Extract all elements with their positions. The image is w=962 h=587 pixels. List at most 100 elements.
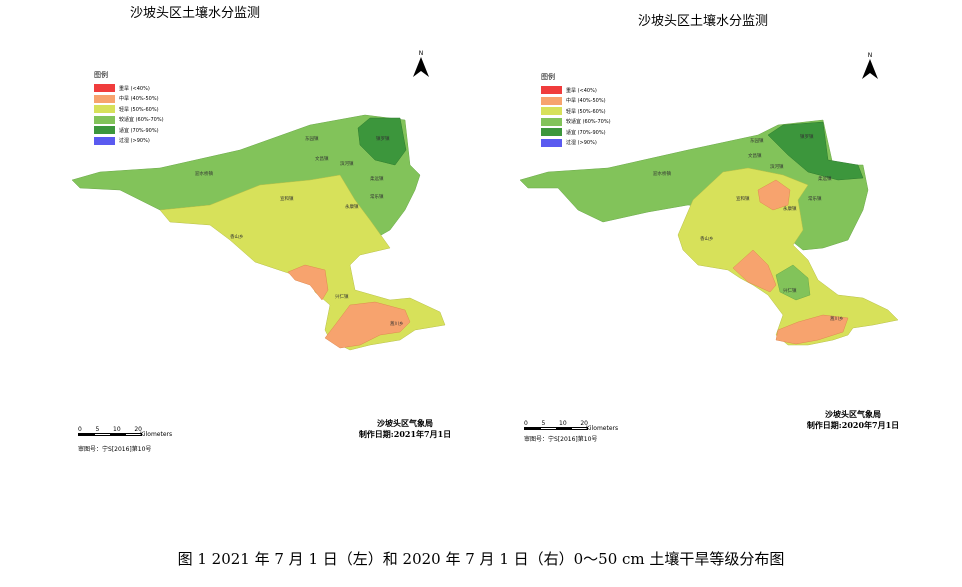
scale-tick: 10 bbox=[113, 426, 121, 433]
legend-item: 适宜 (70%-90%) bbox=[541, 127, 611, 138]
legend-swatch bbox=[541, 96, 562, 105]
scale-tick: 20 bbox=[134, 426, 142, 433]
town-label-north: 镇罗镇 bbox=[800, 133, 814, 140]
legend-item: 较适宜 (60%-70%) bbox=[541, 117, 611, 128]
town-label-wenchang: 文昌镇 bbox=[748, 152, 762, 159]
map-legend: 图例 重旱 (<40%) 中旱 (40%-50%) 轻旱 (50%-60%) 较… bbox=[541, 72, 611, 148]
legend-swatch bbox=[94, 94, 115, 103]
town-label-xiangshan: 香山乡 bbox=[230, 233, 244, 240]
approval-number: 审图号：宁S[2016]第10号 bbox=[524, 436, 598, 443]
scale-tick: 10 bbox=[559, 420, 567, 427]
scale-tick: 5 bbox=[95, 426, 100, 433]
legend-swatch bbox=[541, 86, 562, 95]
map-legend: 图例 重旱 (<40%) 中旱 (40%-50%) 轻旱 (50%-60%) 较… bbox=[94, 70, 164, 146]
production-date: 制作日期:2020年7月1日 bbox=[806, 420, 900, 430]
legend-label: 较适宜 (60%-70%) bbox=[119, 117, 164, 124]
region-moderate-drought-b bbox=[732, 249, 777, 293]
scale-ticks: 0 5 10 20 bbox=[78, 426, 142, 433]
town-label-xuanhe: 宣和镇 bbox=[736, 195, 750, 202]
scale-tick: 20 bbox=[580, 420, 588, 427]
figure-caption: 图 1 2021 年 7 月 1 日（左）和 2020 年 7 月 1 日（右）… bbox=[177, 550, 785, 568]
town-label-xiangshan: 香山乡 bbox=[700, 235, 714, 242]
map-panel-2021: 沙坡头区土壤水分监测 迎水桥镇 东园镇 镇罗镇 文昌镇 滨河镇 柔远镇 宣和镇 … bbox=[10, 0, 480, 470]
north-arrow: N bbox=[413, 50, 429, 81]
legend-swatch bbox=[94, 115, 115, 124]
legend-label: 轻旱 (50%-60%) bbox=[119, 106, 159, 113]
legend-swatch bbox=[541, 117, 562, 126]
legend-label: 适宜 (70%-90%) bbox=[119, 127, 159, 134]
approval-number: 审图号：宁S[2016]第10号 bbox=[78, 446, 152, 453]
producer-block: 沙坡头区气象局 制作日期:2021年7月1日 bbox=[340, 418, 470, 440]
north-arrow-icon bbox=[862, 59, 878, 79]
map-title: 沙坡头区土壤水分监测 bbox=[637, 14, 768, 29]
region-suitable bbox=[767, 121, 864, 181]
scale-tick: 0 bbox=[524, 420, 528, 427]
legend-label: 中旱 (40%-50%) bbox=[566, 98, 606, 105]
legend-title: 图例 bbox=[541, 73, 555, 81]
town-label-rouyuan: 柔远镇 bbox=[370, 175, 384, 182]
north-arrow: N bbox=[862, 52, 878, 83]
scale-line bbox=[78, 433, 142, 436]
town-label-dongyuan: 东园镇 bbox=[750, 137, 764, 144]
legend-swatch bbox=[94, 105, 115, 114]
scale-unit: Kilometers bbox=[586, 425, 619, 432]
region-light-drought bbox=[677, 167, 899, 346]
region-suitable bbox=[357, 117, 407, 166]
legend-label: 重旱 (<40%) bbox=[566, 87, 597, 94]
region-relatively-suitable-south bbox=[775, 264, 811, 301]
legend-swatch bbox=[94, 84, 115, 93]
town-label-diqiao: 迎水桥镇 bbox=[195, 170, 213, 177]
legend-item: 中旱 (40%-50%) bbox=[541, 96, 611, 107]
legend-item: 重旱 (<40%) bbox=[541, 85, 611, 96]
town-label-rouyuan: 柔远镇 bbox=[818, 175, 832, 182]
town-label-yongkang: 永康镇 bbox=[783, 205, 797, 212]
scale-bar: 0 5 10 20 Kilometers bbox=[524, 420, 618, 432]
agency-name: 沙坡头区气象局 bbox=[377, 418, 433, 428]
legend-swatch bbox=[541, 138, 562, 147]
legend-swatch bbox=[94, 126, 115, 135]
region-moderate-drought-b bbox=[324, 301, 411, 349]
legend-title: 图例 bbox=[94, 71, 108, 79]
scale-tick: 0 bbox=[78, 426, 82, 433]
legend-item: 轻旱 (50%-60%) bbox=[94, 104, 164, 115]
legend-label: 过湿 (>90%) bbox=[119, 138, 150, 145]
legend-item: 过湿 (>90%) bbox=[94, 136, 164, 147]
north-letter: N bbox=[418, 50, 424, 57]
legend-label: 较适宜 (60%-70%) bbox=[566, 119, 611, 126]
town-label-changle: 常乐镇 bbox=[370, 193, 384, 200]
town-label-changle: 常乐镇 bbox=[808, 195, 822, 202]
map-panel-2020: 沙坡头区土壤水分监测 迎水桥镇 东园镇 镇罗镇 文昌镇 滨河镇 柔远镇 宣和镇 … bbox=[478, 0, 948, 470]
producer-block: 沙坡头区气象局 制作日期:2020年7月1日 bbox=[788, 409, 918, 431]
legend-label: 适宜 (70%-90%) bbox=[566, 129, 606, 136]
legend-item: 中旱 (40%-50%) bbox=[94, 94, 164, 105]
town-label-shuxian: 蒿川乡 bbox=[830, 315, 844, 322]
legend-swatch bbox=[541, 107, 562, 116]
town-label-yongkang: 永康镇 bbox=[345, 203, 359, 210]
region-moderate-drought-a bbox=[757, 179, 791, 211]
legend-item: 较适宜 (60%-70%) bbox=[94, 115, 164, 126]
town-label-diqiao: 迎水桥镇 bbox=[653, 170, 671, 177]
legend-swatch bbox=[541, 128, 562, 137]
scale-tick: 5 bbox=[541, 420, 546, 427]
town-label-binhe: 滨河镇 bbox=[340, 160, 354, 167]
town-label-wenchang: 文昌镇 bbox=[315, 155, 329, 162]
legend-item: 适宜 (70%-90%) bbox=[94, 125, 164, 136]
legend-swatch bbox=[94, 136, 115, 145]
north-arrow-icon bbox=[413, 57, 429, 77]
production-date: 制作日期:2021年7月1日 bbox=[358, 429, 452, 439]
legend-item: 重旱 (<40%) bbox=[94, 83, 164, 94]
legend-item: 轻旱 (50%-60%) bbox=[541, 106, 611, 117]
town-label-binhe: 滨河镇 bbox=[770, 163, 784, 170]
scale-bar: 0 5 10 20 Kilometers bbox=[78, 426, 172, 438]
legend-label: 过湿 (>90%) bbox=[566, 140, 597, 147]
scale-line bbox=[524, 427, 588, 430]
town-label-xuanhe: 宣和镇 bbox=[280, 195, 294, 202]
region-moderate-drought-c bbox=[775, 314, 849, 345]
map-title: 沙坡头区土壤水分监测 bbox=[129, 6, 260, 21]
region-moderate-drought-a bbox=[287, 264, 329, 301]
legend-item: 过湿 (>90%) bbox=[541, 138, 611, 149]
legend-label: 轻旱 (50%-60%) bbox=[566, 108, 606, 115]
legend-label: 重旱 (<40%) bbox=[119, 85, 150, 92]
agency-name: 沙坡头区气象局 bbox=[825, 409, 881, 419]
scale-unit: Kilometers bbox=[140, 431, 173, 438]
